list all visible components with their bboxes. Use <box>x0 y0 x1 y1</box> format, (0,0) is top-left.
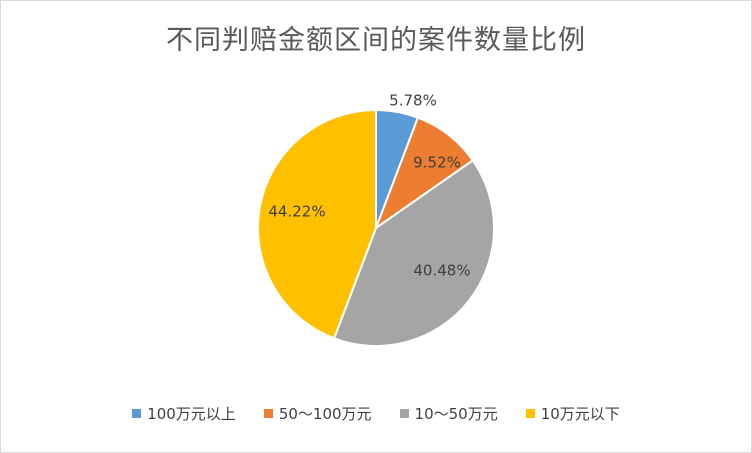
legend-item-10-50w: 10～50万元 <box>399 403 498 424</box>
data-label-50-100w: 9.52% <box>413 154 461 172</box>
chart-title: 不同判赔金额区间的案件数量比例 <box>166 25 586 56</box>
data-label-over-100w: 5.78% <box>389 92 437 110</box>
legend-item-50-100w: 50～100万元 <box>263 403 372 424</box>
legend-swatch <box>132 409 142 418</box>
legend-swatch <box>399 409 409 418</box>
legend: 100万元以上 50～100万元 10～50万元 10万元以下 <box>0 403 752 424</box>
legend-label: 10万元以下 <box>540 405 620 423</box>
data-label-10-50w: 40.48% <box>413 262 470 280</box>
legend-swatch <box>263 409 273 418</box>
pie-slice-10-50w <box>332 159 495 347</box>
legend-item-under-10w: 10万元以下 <box>525 403 620 424</box>
pie-slice-under-10w <box>257 108 377 340</box>
legend-label: 100万元以上 <box>147 405 236 423</box>
data-label-under-10w: 44.22% <box>268 203 325 221</box>
legend-swatch <box>525 409 535 418</box>
legend-label: 50～100万元 <box>278 405 372 423</box>
legend-label: 10～50万元 <box>414 405 498 423</box>
legend-item-over-100w: 100万元以上 <box>132 403 236 424</box>
